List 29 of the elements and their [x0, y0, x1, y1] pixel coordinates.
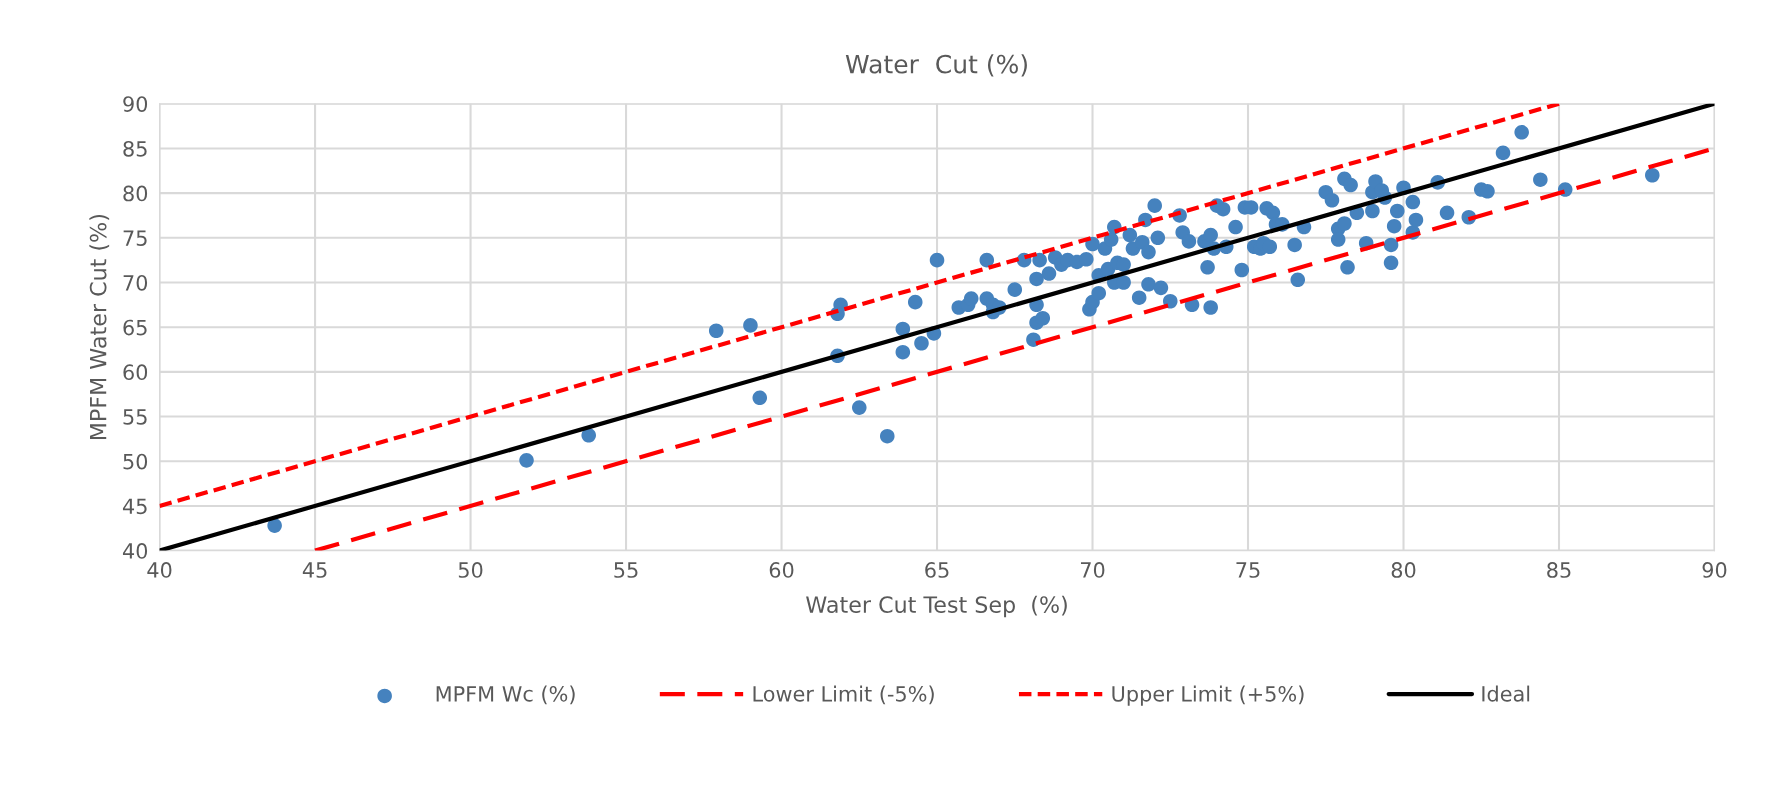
y-tick-label: 55	[123, 409, 147, 425]
y-tick-label: 40	[122, 543, 148, 559]
x-tick-label: 70	[1080, 562, 1105, 578]
legend-label: Lower Limit (-5%)	[753, 685, 934, 705]
y-tick-label: 80	[123, 185, 148, 202]
y-tick-label: 50	[123, 453, 148, 470]
x-tick-label: 50	[458, 562, 483, 578]
y-tick-label: 65	[123, 319, 147, 336]
x-tick-label: 65	[925, 562, 949, 578]
chart-title: Water Cut (%)	[845, 54, 1027, 77]
y-tick-label: 90	[123, 96, 148, 112]
y-tick-label: 45	[122, 498, 147, 515]
y-tick-label: 85	[123, 140, 147, 157]
x-tick-label: 80	[1391, 562, 1416, 578]
x-tick-label: 40	[147, 562, 172, 578]
x-tick-label: 90	[1702, 562, 1727, 578]
legend-label: Upper Limit (+5%)	[1112, 685, 1304, 706]
x-axis-title: Water Cut Test Sep (%)	[806, 595, 1067, 618]
legend-label: MPFM Wc (%)	[436, 685, 575, 705]
x-tick-label: 55	[614, 562, 638, 578]
y-axis-title: MPFM Water Cut (%)	[89, 214, 110, 440]
x-tick-label: 60	[769, 562, 794, 578]
x-tick-label: 85	[1547, 562, 1571, 578]
y-tick-label: 60	[123, 364, 148, 381]
y-tick-label: 70	[123, 274, 148, 291]
x-tick-label: 45	[302, 562, 327, 578]
legend-label: Ideal	[1482, 685, 1530, 702]
y-tick-label: 75	[123, 230, 147, 247]
x-tick-label: 75	[1236, 562, 1260, 578]
